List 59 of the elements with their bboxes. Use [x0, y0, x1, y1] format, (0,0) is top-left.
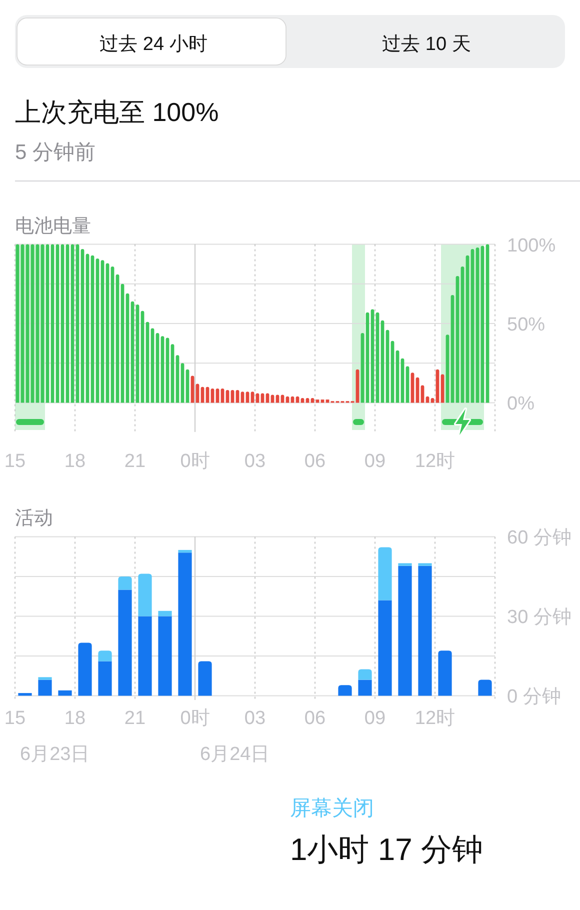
x-tick-label: 21	[124, 451, 146, 472]
bar	[358, 669, 372, 680]
bar	[38, 680, 52, 696]
bar	[398, 566, 412, 696]
y-tick-label: 0%	[507, 394, 535, 415]
bar	[418, 563, 432, 566]
text: 6月23日	[20, 744, 90, 765]
bar	[98, 661, 112, 696]
bar	[398, 563, 412, 566]
y-tick-label: 50%	[507, 314, 546, 336]
y-tick-label: 0 分钟	[507, 686, 561, 708]
x-tick-label: 15	[4, 708, 26, 729]
text: 上次充电至 100%	[15, 97, 219, 127]
x-tick-label: 09	[364, 708, 386, 729]
x-tick-label: 09	[364, 451, 386, 472]
bar	[378, 600, 392, 696]
y-tick-label: 60 分钟	[507, 528, 572, 549]
text: 5 分钟前	[15, 141, 96, 164]
x-tick-label: 12时	[414, 451, 456, 472]
bar	[438, 650, 452, 696]
chart-title: 电池电量	[15, 216, 91, 237]
bar	[98, 650, 112, 662]
bar	[138, 616, 152, 696]
text: 过去 10 天	[382, 34, 471, 55]
bar	[478, 680, 492, 696]
x-tick-label: 21	[124, 708, 146, 729]
bar	[78, 642, 92, 696]
x-tick-label: 03	[244, 451, 266, 472]
text: 屏幕关闭	[290, 797, 374, 820]
bar	[338, 685, 352, 696]
bar	[378, 547, 392, 600]
y-tick-label: 100%	[507, 235, 556, 256]
x-tick-label: 0时	[180, 708, 210, 729]
bar	[158, 616, 172, 696]
bar	[138, 574, 152, 616]
text: 6月24日	[200, 744, 270, 765]
bar	[58, 690, 72, 696]
text: 1小时 17 分钟	[290, 832, 483, 867]
x-tick-label: 06	[304, 451, 326, 472]
bar	[178, 550, 192, 553]
bar	[118, 590, 132, 696]
x-tick-label: 03	[244, 708, 266, 729]
x-tick-label: 06	[304, 708, 326, 729]
x-tick-label: 18	[64, 708, 86, 729]
y-tick-label: 30 分钟	[507, 607, 572, 628]
bar	[198, 661, 212, 696]
bar	[158, 610, 172, 616]
chart-title: 活动	[15, 508, 53, 529]
text: 过去 24 小时	[100, 34, 208, 55]
bar	[178, 552, 192, 696]
x-tick-label: 15	[4, 451, 26, 472]
x-tick-label: 18	[64, 451, 86, 472]
bar	[38, 677, 52, 680]
x-tick-label: 0时	[180, 451, 210, 472]
bar	[418, 566, 432, 696]
bar	[118, 576, 132, 590]
bar	[18, 693, 32, 696]
x-tick-label: 12时	[414, 708, 456, 729]
bar	[358, 680, 372, 696]
